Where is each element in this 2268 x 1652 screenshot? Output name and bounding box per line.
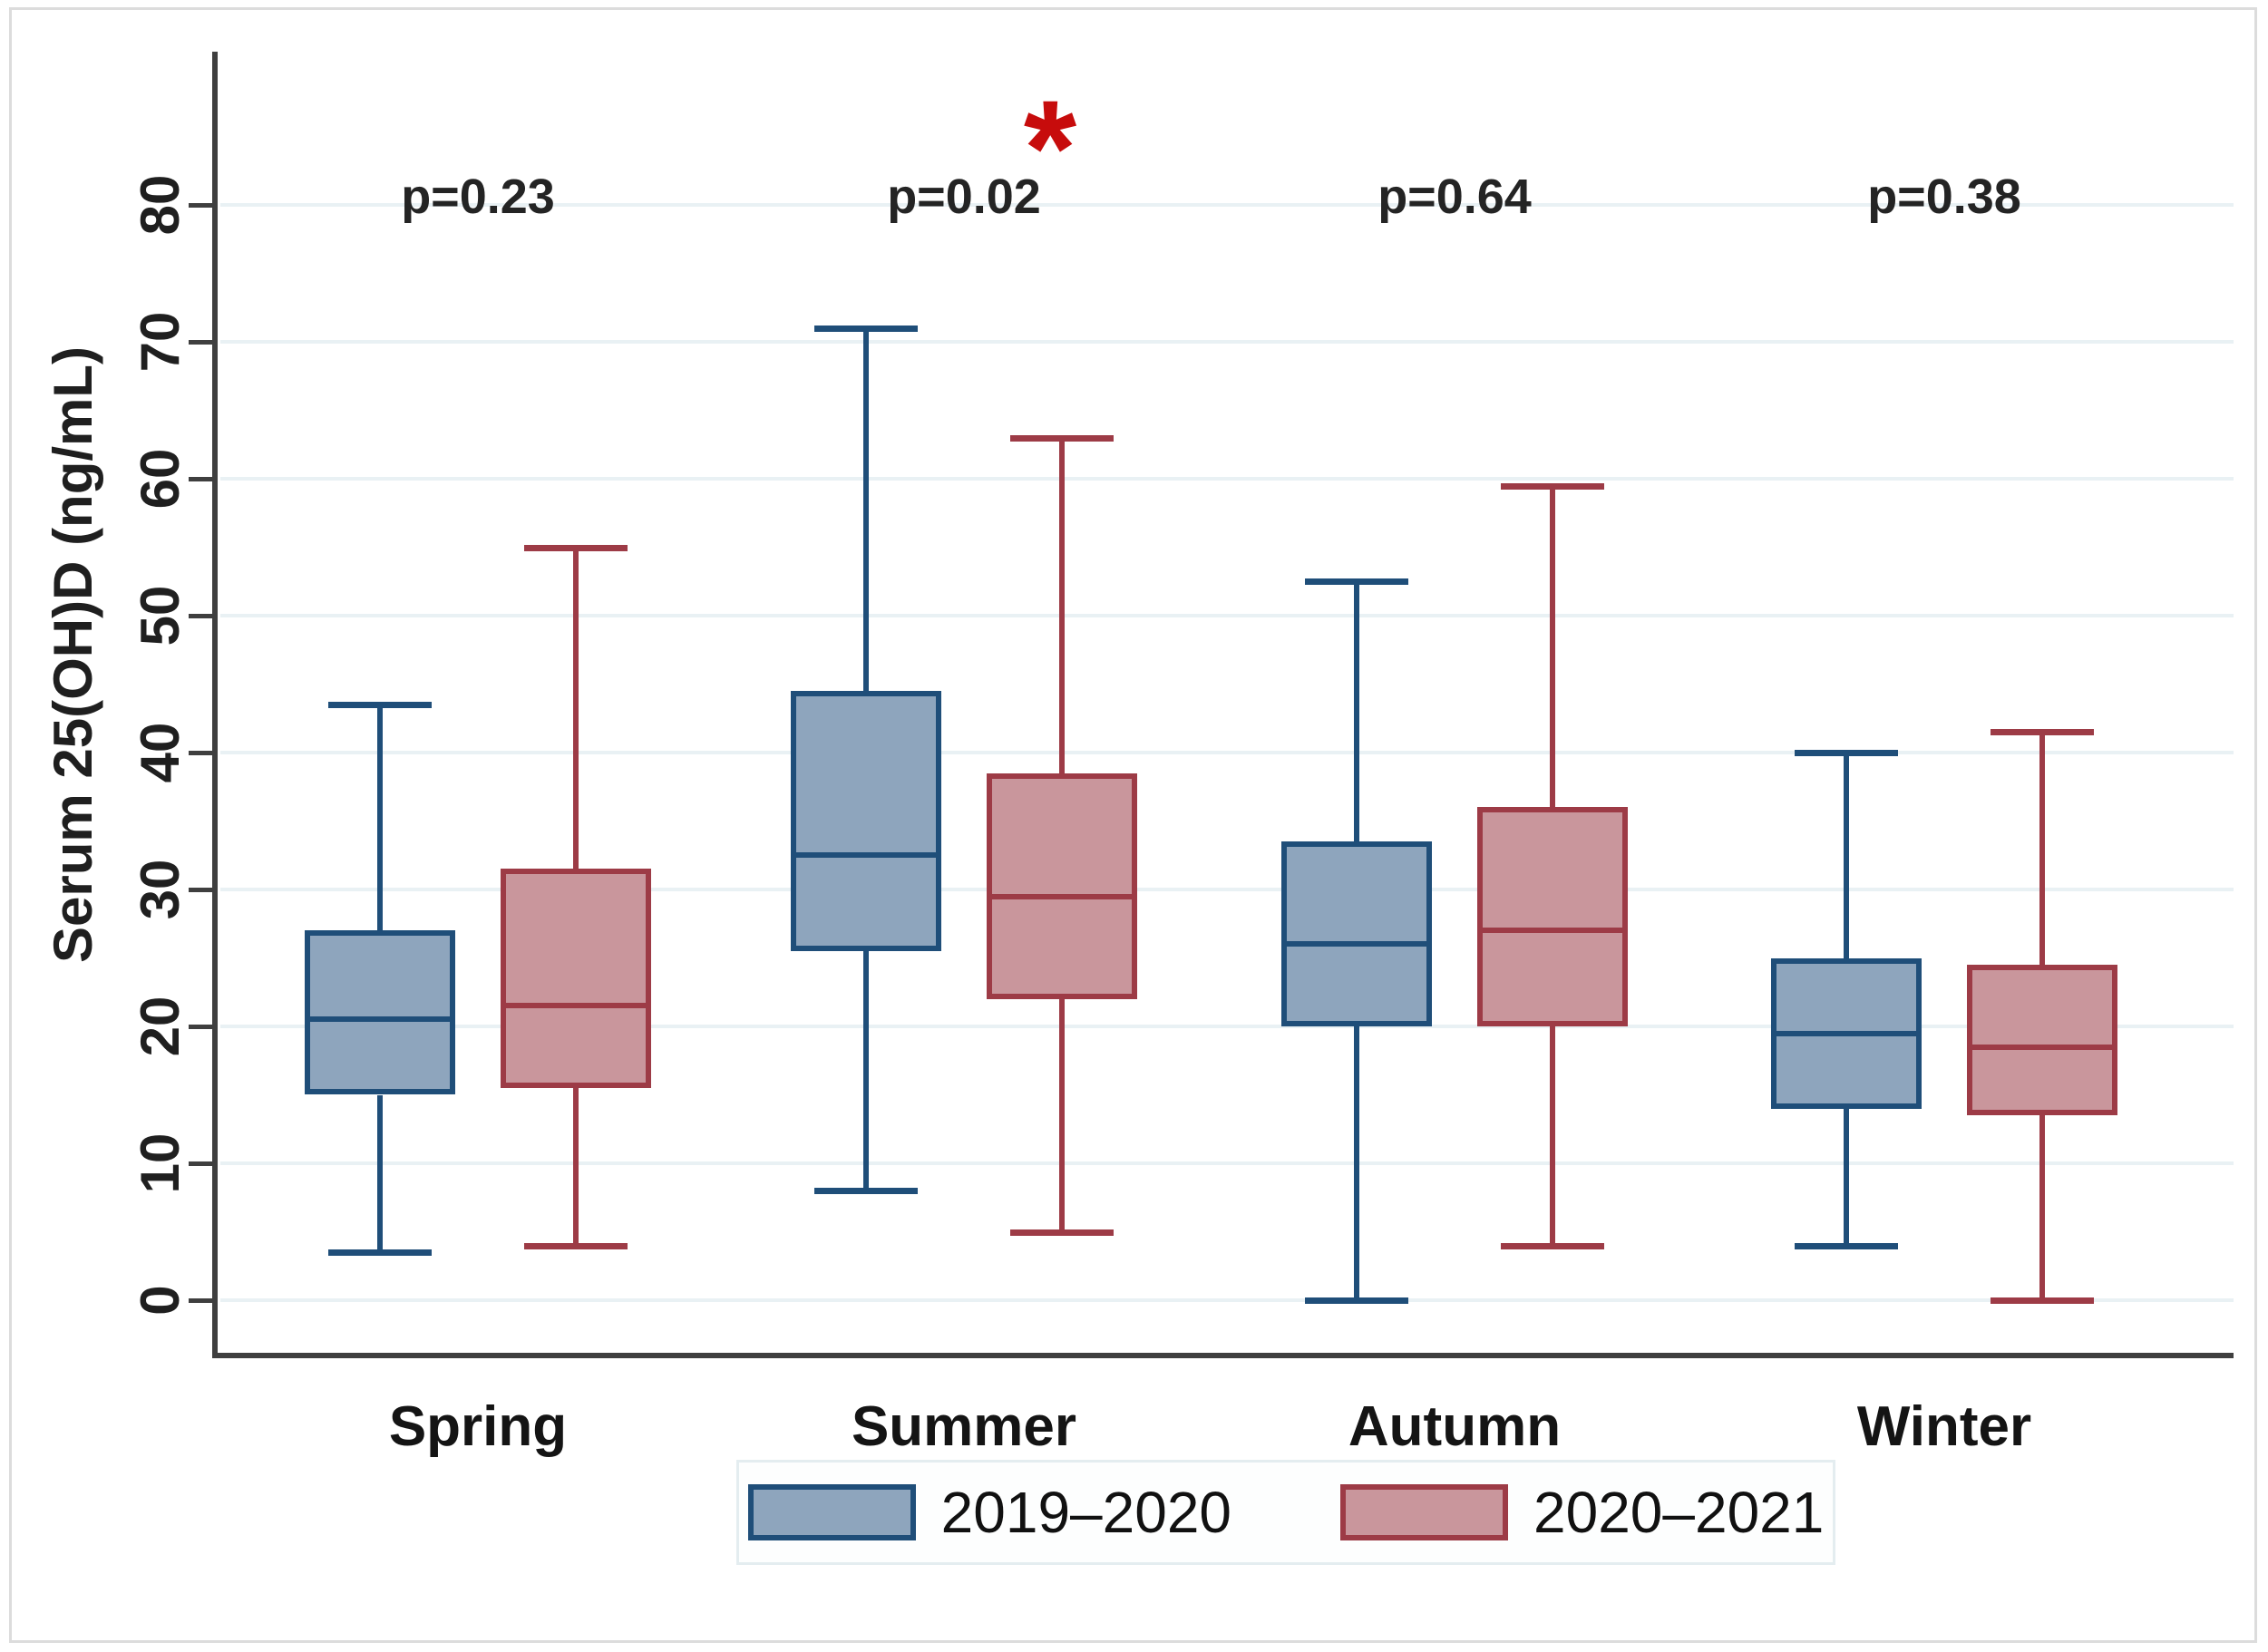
gridline-70	[220, 340, 2234, 344]
median-2020-2021-spring	[501, 1003, 651, 1009]
legend-label-2019-2020: 2019–2020	[940, 1480, 1231, 1545]
whisker-cap-high-2020-2021-summer	[1010, 434, 1114, 442]
whisker-upper-2020-2021-winter	[2039, 732, 2045, 966]
legend-swatch-2020-2021	[1340, 1484, 1508, 1540]
whisker-cap-low-2019-2020-winter	[1795, 1242, 1898, 1249]
median-2020-2021-autumn	[1477, 928, 1628, 934]
y-tick-40	[189, 751, 212, 755]
gridline-50	[220, 614, 2234, 617]
x-axis-line	[212, 1353, 2234, 1358]
whisker-upper-2019-2020-autumn	[1354, 581, 1359, 842]
y-tick-70	[189, 340, 212, 345]
whisker-cap-high-2019-2020-autumn	[1305, 578, 1408, 586]
y-axis-line	[212, 52, 218, 1358]
x-category-label-spring: Spring	[388, 1394, 568, 1458]
whisker-lower-2020-2021-autumn	[1550, 1026, 1555, 1246]
whisker-upper-2020-2021-autumn	[1550, 485, 1555, 808]
gridline-80	[220, 203, 2234, 207]
whisker-upper-2019-2020-spring	[377, 705, 383, 931]
whisker-cap-low-2019-2020-spring	[328, 1249, 432, 1257]
x-category-label-summer: Summer	[851, 1394, 1077, 1458]
whisker-lower-2019-2020-autumn	[1354, 1026, 1359, 1300]
whisker-cap-low-2020-2021-autumn	[1501, 1242, 1604, 1249]
legend-label-2020-2021: 2020–2021	[1533, 1480, 1825, 1545]
gridline-40	[220, 751, 2234, 754]
x-category-label-autumn: Autumn	[1348, 1394, 1562, 1458]
gridline-30	[220, 888, 2234, 891]
whisker-cap-high-2019-2020-spring	[328, 702, 432, 709]
median-2019-2020-summer	[791, 852, 941, 859]
whisker-cap-high-2020-2021-winter	[1991, 729, 2094, 736]
whisker-lower-2019-2020-summer	[863, 950, 869, 1191]
median-2020-2021-summer	[987, 893, 1137, 899]
median-2020-2021-winter	[1967, 1044, 2117, 1050]
legend: 2019–2020 2020–2021	[736, 1460, 1835, 1565]
box-2019-2020-autumn	[1281, 841, 1432, 1026]
y-tick-label-60: 60	[129, 448, 190, 510]
whisker-cap-high-2020-2021-autumn	[1501, 482, 1604, 490]
p-value-spring: p=0.23	[401, 170, 555, 224]
y-tick-label-50: 50	[129, 585, 190, 646]
whisker-cap-low-2020-2021-spring	[524, 1242, 628, 1249]
whisker-cap-high-2019-2020-summer	[814, 325, 918, 332]
box-2019-2020-spring	[305, 930, 455, 1095]
whisker-lower-2020-2021-summer	[1059, 998, 1065, 1232]
whisker-upper-2020-2021-spring	[573, 547, 579, 870]
box-2020-2021-winter	[1967, 965, 2117, 1116]
y-tick-label-10: 10	[129, 1132, 190, 1194]
median-2019-2020-autumn	[1281, 941, 1432, 947]
gridline-60	[220, 477, 2234, 481]
y-tick-label-70: 70	[129, 311, 190, 373]
box-2020-2021-spring	[501, 869, 651, 1088]
whisker-cap-high-2020-2021-spring	[524, 544, 628, 551]
whisker-upper-2020-2021-summer	[1059, 437, 1065, 773]
whisker-lower-2020-2021-winter	[2039, 1115, 2045, 1300]
whisker-upper-2019-2020-winter	[1844, 753, 1849, 958]
p-value-summer: p=0.02	[887, 170, 1041, 224]
box-2019-2020-summer	[791, 691, 941, 951]
p-value-autumn: p=0.64	[1377, 170, 1532, 224]
whisker-cap-low-2019-2020-summer	[814, 1188, 918, 1195]
y-tick-label-30: 30	[129, 859, 190, 920]
gridline-10	[220, 1161, 2234, 1165]
p-value-winter: p=0.38	[1867, 170, 2021, 224]
y-tick-label-20: 20	[129, 996, 190, 1057]
legend-item-2019-2020: 2019–2020	[747, 1479, 1231, 1546]
whisker-cap-low-2019-2020-autumn	[1305, 1297, 1408, 1304]
x-category-label-winter: Winter	[1856, 1394, 2032, 1458]
y-tick-0	[189, 1298, 212, 1303]
median-2019-2020-winter	[1771, 1030, 1922, 1036]
y-tick-20	[189, 1025, 212, 1029]
y-tick-60	[189, 477, 212, 481]
whisker-cap-low-2020-2021-summer	[1010, 1229, 1114, 1236]
whisker-lower-2019-2020-spring	[377, 1094, 383, 1253]
y-tick-10	[189, 1161, 212, 1166]
whisker-upper-2019-2020-summer	[863, 327, 869, 692]
legend-item-2020-2021: 2020–2021	[1340, 1479, 1824, 1546]
box-2020-2021-summer	[987, 773, 1137, 999]
y-tick-label-40: 40	[129, 722, 190, 783]
y-tick-label-0: 0	[129, 1285, 190, 1316]
gridline-0	[220, 1298, 2234, 1302]
y-tick-80	[189, 203, 212, 208]
figure-border	[9, 7, 2257, 1643]
whisker-cap-high-2019-2020-winter	[1795, 750, 1898, 756]
y-tick-50	[189, 614, 212, 618]
gridline-20	[220, 1025, 2234, 1028]
y-tick-label-80: 80	[129, 174, 190, 236]
significance-asterisk-summer: *	[1023, 72, 1077, 224]
whisker-lower-2019-2020-winter	[1844, 1108, 1849, 1246]
y-tick-30	[189, 888, 212, 892]
median-2019-2020-spring	[305, 1016, 455, 1023]
legend-swatch-2019-2020	[747, 1484, 916, 1540]
whisker-cap-low-2020-2021-winter	[1991, 1297, 2094, 1304]
whisker-lower-2020-2021-spring	[573, 1087, 579, 1246]
box-2020-2021-autumn	[1477, 807, 1628, 1026]
